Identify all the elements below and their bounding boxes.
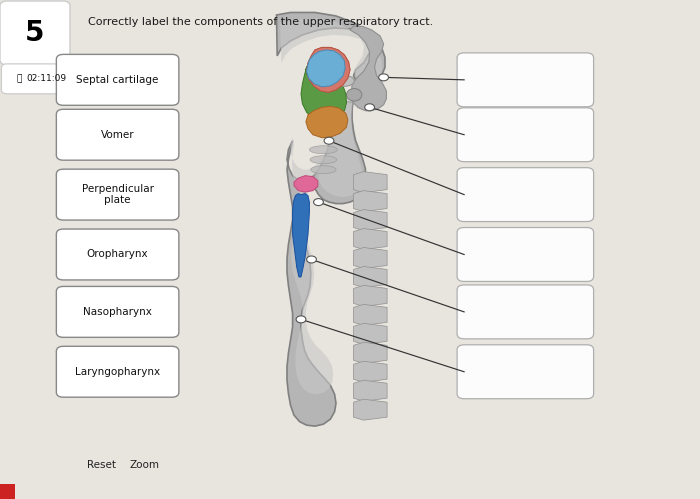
Text: 5: 5 xyxy=(25,19,45,47)
Ellipse shape xyxy=(310,156,337,164)
Text: Perpendicular
plate: Perpendicular plate xyxy=(82,184,153,206)
FancyBboxPatch shape xyxy=(57,286,179,337)
Polygon shape xyxy=(301,53,346,122)
Text: Correctly label the components of the upper respiratory tract.: Correctly label the components of the up… xyxy=(88,17,433,27)
FancyBboxPatch shape xyxy=(457,345,594,399)
Text: Reset: Reset xyxy=(88,460,116,470)
FancyBboxPatch shape xyxy=(57,169,179,220)
Polygon shape xyxy=(354,323,387,344)
Polygon shape xyxy=(306,106,348,138)
FancyBboxPatch shape xyxy=(457,168,594,222)
Polygon shape xyxy=(354,361,387,382)
Polygon shape xyxy=(293,194,309,277)
Text: ⌛: ⌛ xyxy=(16,74,22,83)
Circle shape xyxy=(379,74,389,81)
Polygon shape xyxy=(354,342,387,363)
Text: Septal cartilage: Septal cartilage xyxy=(76,75,159,85)
Polygon shape xyxy=(350,26,386,111)
FancyBboxPatch shape xyxy=(57,229,179,280)
FancyBboxPatch shape xyxy=(457,285,594,339)
Polygon shape xyxy=(307,50,345,87)
FancyBboxPatch shape xyxy=(57,109,179,160)
FancyBboxPatch shape xyxy=(0,1,70,65)
Ellipse shape xyxy=(311,166,336,174)
FancyBboxPatch shape xyxy=(457,228,594,281)
FancyBboxPatch shape xyxy=(57,346,179,397)
Polygon shape xyxy=(307,50,345,87)
Ellipse shape xyxy=(335,75,354,86)
Polygon shape xyxy=(307,47,350,92)
Polygon shape xyxy=(280,18,382,394)
Polygon shape xyxy=(294,176,318,192)
Text: Oropharynx: Oropharynx xyxy=(87,250,148,259)
Polygon shape xyxy=(354,380,387,401)
FancyBboxPatch shape xyxy=(57,54,179,105)
FancyBboxPatch shape xyxy=(457,108,594,162)
Circle shape xyxy=(324,137,334,144)
Text: Zoom: Zoom xyxy=(130,460,160,470)
Circle shape xyxy=(314,199,323,206)
Polygon shape xyxy=(354,304,387,325)
Circle shape xyxy=(307,256,316,263)
Polygon shape xyxy=(307,47,350,92)
Polygon shape xyxy=(354,229,387,250)
Text: Laryngopharynx: Laryngopharynx xyxy=(75,367,160,377)
Ellipse shape xyxy=(309,146,337,154)
Circle shape xyxy=(296,316,306,323)
Polygon shape xyxy=(354,399,387,420)
Text: 02:11:09: 02:11:09 xyxy=(26,74,66,83)
Text: Vomer: Vomer xyxy=(101,130,134,140)
Text: Nasopharynx: Nasopharynx xyxy=(83,307,152,317)
Polygon shape xyxy=(354,266,387,287)
Circle shape xyxy=(365,104,374,111)
Ellipse shape xyxy=(346,89,362,101)
Polygon shape xyxy=(354,285,387,306)
FancyBboxPatch shape xyxy=(457,53,594,107)
Polygon shape xyxy=(354,172,387,193)
FancyBboxPatch shape xyxy=(1,64,77,94)
Polygon shape xyxy=(276,12,385,426)
Polygon shape xyxy=(354,210,387,231)
Polygon shape xyxy=(354,248,387,268)
Polygon shape xyxy=(354,191,387,212)
Bar xyxy=(0,484,15,499)
